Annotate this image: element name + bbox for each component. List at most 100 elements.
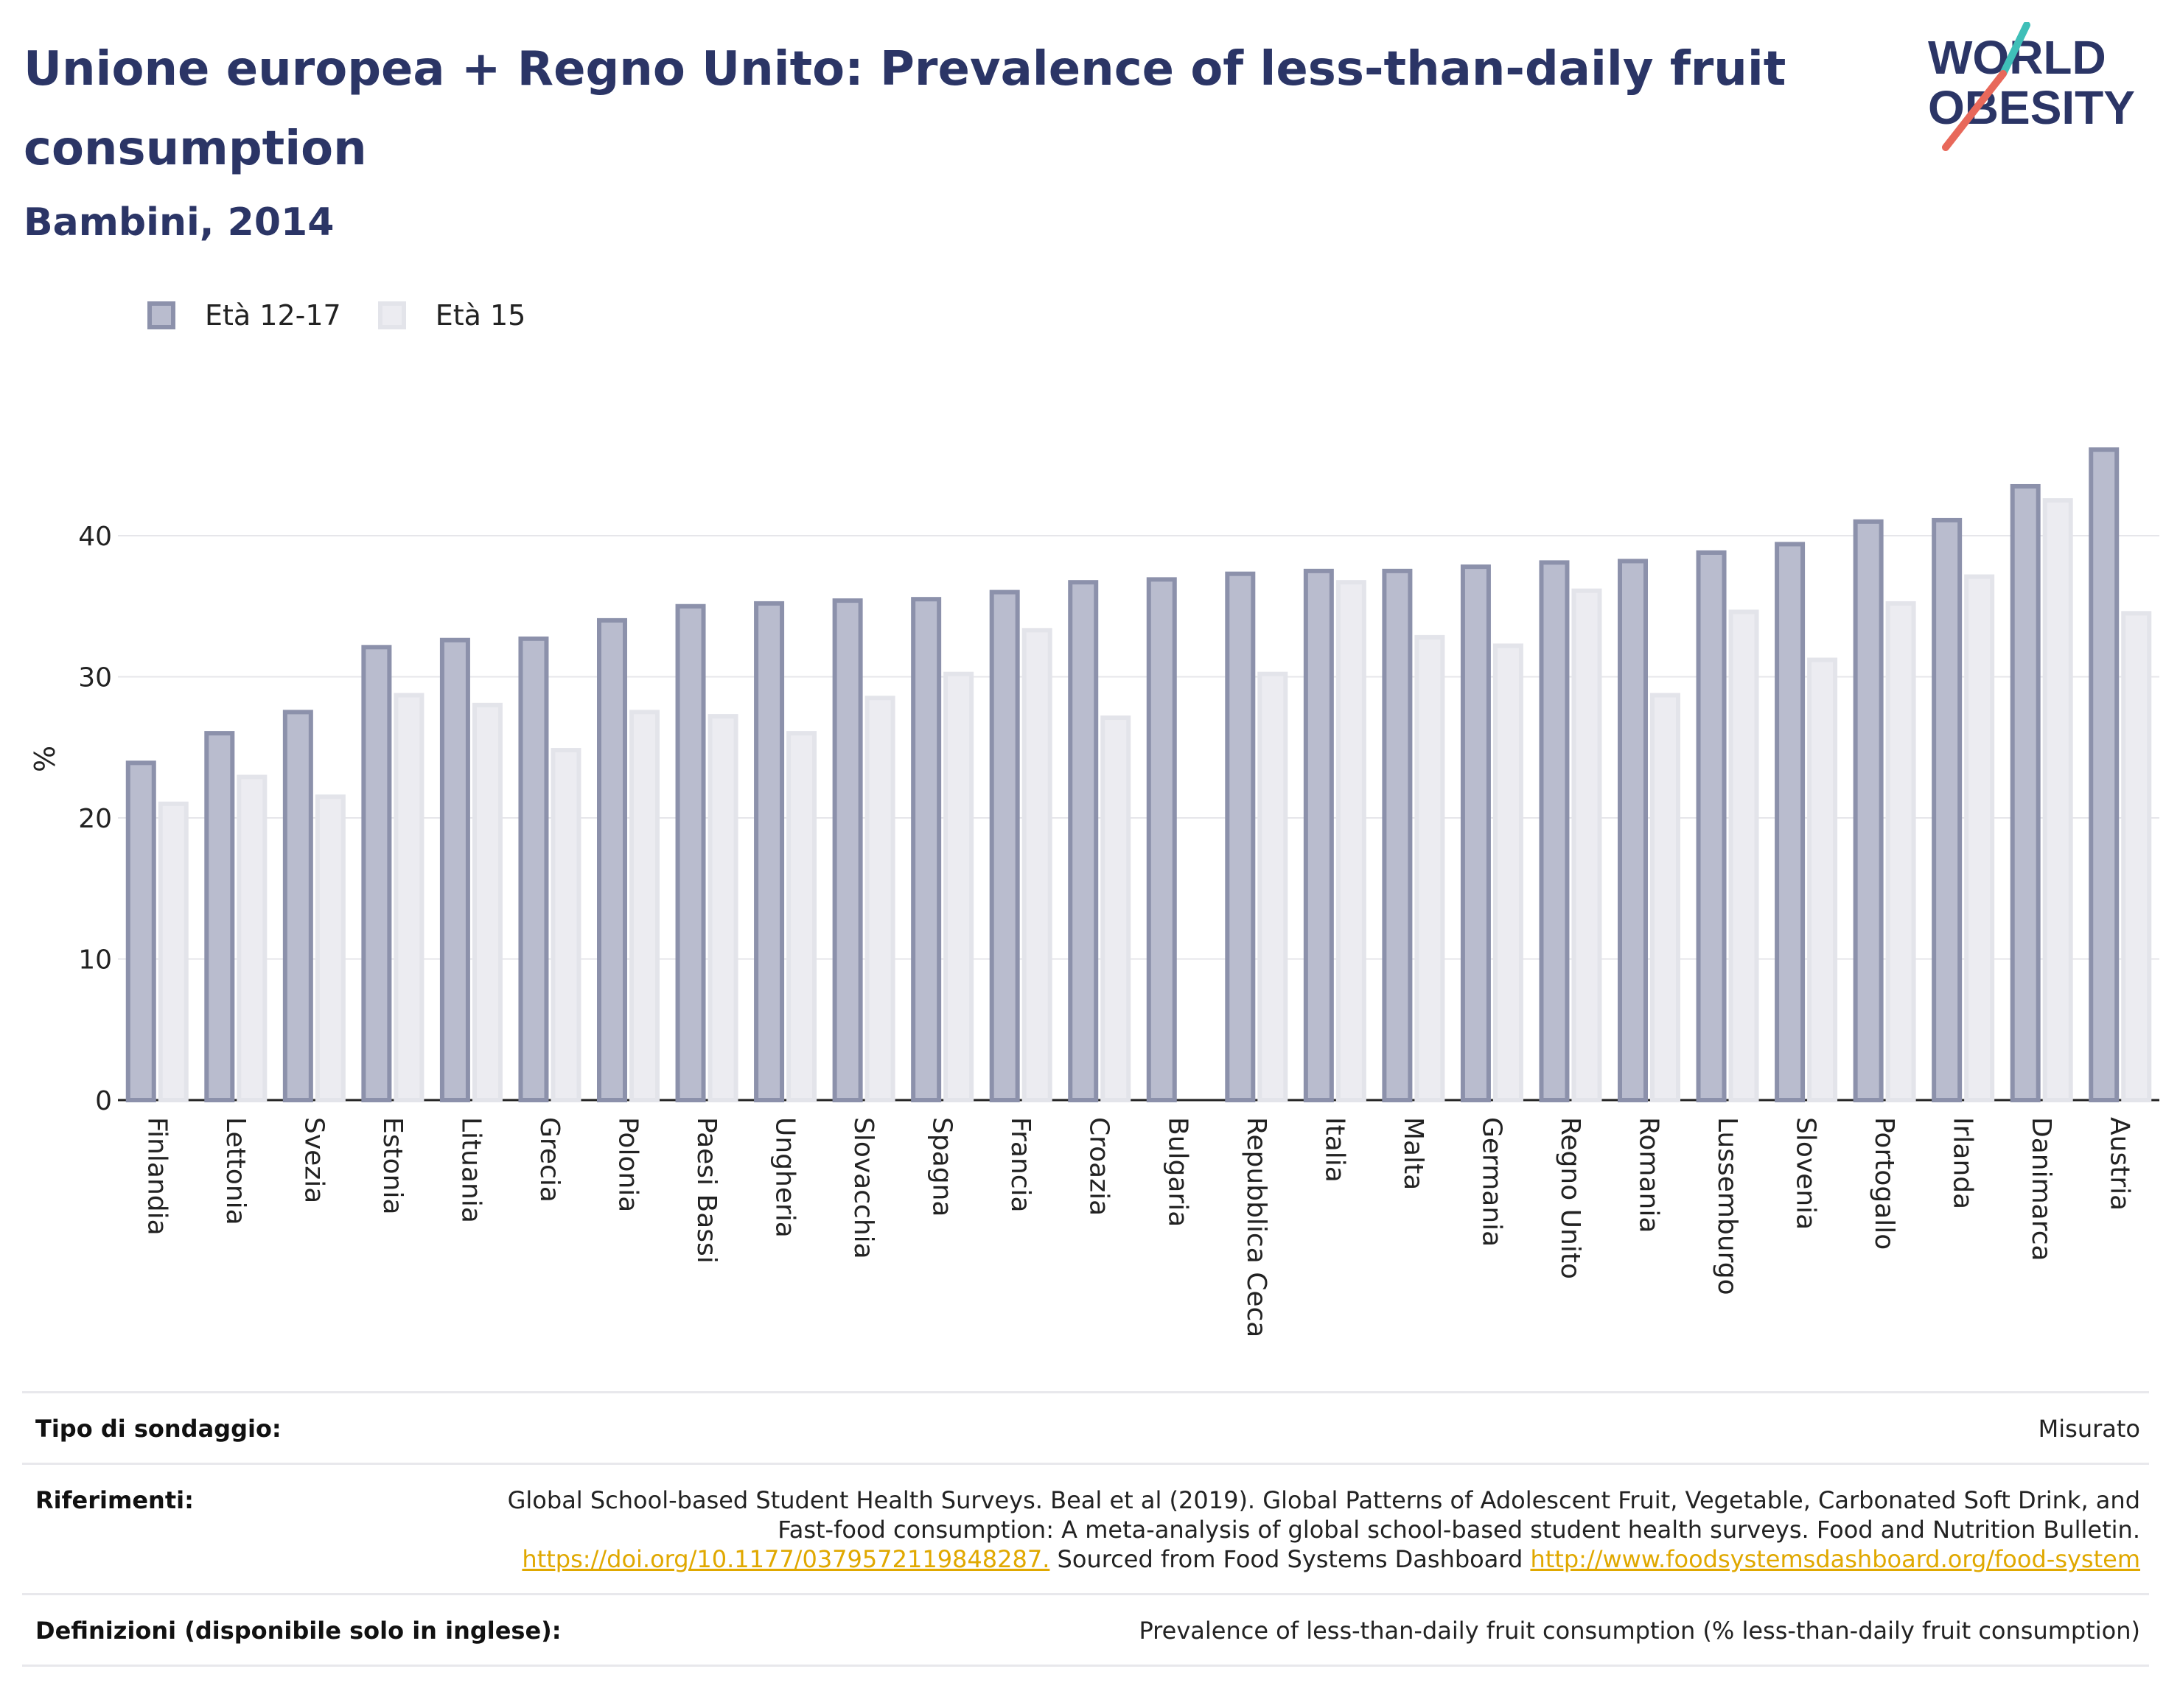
references-text: Global School-based Student Health Surve… bbox=[507, 1486, 2140, 1544]
logo-slash-red bbox=[1942, 70, 2007, 151]
bar-age-12-17[interactable] bbox=[1853, 519, 1884, 1102]
bar-age-15[interactable] bbox=[1964, 574, 1995, 1102]
y-tick-label: 10 bbox=[78, 945, 112, 976]
legend-label-age-15: Età 15 bbox=[435, 299, 526, 332]
bar-age-15[interactable] bbox=[472, 702, 503, 1102]
x-tick-label: Lituania bbox=[455, 1117, 486, 1223]
info-row-references: Riferimenti: Global School-based Student… bbox=[22, 1463, 2149, 1593]
bar-age-15[interactable] bbox=[1571, 588, 1602, 1102]
chart-title: Unione europea + Regno Unito: Prevalence… bbox=[24, 42, 1786, 176]
bar-age-15[interactable] bbox=[786, 731, 817, 1102]
bar-age-15[interactable] bbox=[237, 774, 268, 1102]
references-label: Riferimenti: bbox=[35, 1486, 194, 1514]
bar-age-12-17[interactable] bbox=[2010, 483, 2041, 1102]
bar-age-12-17[interactable] bbox=[675, 603, 706, 1102]
bar-age-12-17[interactable] bbox=[1146, 577, 1177, 1102]
bar-age-12-17[interactable] bbox=[1932, 517, 1963, 1102]
bar-age-12-17[interactable] bbox=[911, 597, 942, 1102]
bar-age-12-17[interactable] bbox=[1303, 568, 1334, 1102]
bar-age-15[interactable] bbox=[1650, 693, 1680, 1102]
bar-chart: 0 10 20 30 40 Finlandia Lettonia Svezia Estonia… bbox=[29, 447, 2159, 1337]
bar-age-15[interactable] bbox=[2042, 498, 2073, 1102]
bar-age-12-17[interactable] bbox=[439, 637, 470, 1102]
bar-age-12-17[interactable] bbox=[1460, 564, 1491, 1102]
y-tick-label: 0 bbox=[95, 1086, 112, 1116]
legend-label-age-12-17: Età 12-17 bbox=[205, 299, 341, 332]
bar-age-12-17[interactable] bbox=[989, 589, 1020, 1102]
x-tick-label: Lussemburgo bbox=[1712, 1117, 1742, 1295]
x-tick-label: Svezia bbox=[298, 1117, 329, 1203]
bar-age-12-17[interactable] bbox=[2089, 447, 2120, 1102]
bar-age-12-17[interactable] bbox=[1068, 580, 1099, 1102]
bar-age-15[interactable] bbox=[2121, 611, 2152, 1102]
survey-type-label: Tipo di sondaggio: bbox=[35, 1415, 282, 1443]
x-tick-label: Francia bbox=[1005, 1117, 1035, 1213]
bar-age-12-17[interactable] bbox=[1696, 550, 1727, 1102]
x-tick-label: Ungheria bbox=[770, 1117, 800, 1238]
bar-age-15[interactable] bbox=[158, 801, 189, 1102]
bar-age-15[interactable] bbox=[1100, 715, 1131, 1102]
bar-age-12-17[interactable] bbox=[282, 710, 313, 1102]
bar-age-12-17[interactable] bbox=[125, 760, 156, 1102]
x-tick-label: Germania bbox=[1476, 1117, 1506, 1247]
bar-age-15[interactable] bbox=[629, 710, 660, 1102]
x-tick-label: Italia bbox=[1319, 1117, 1349, 1183]
bar-age-15[interactable] bbox=[1885, 601, 1916, 1102]
legend-item-age-12-17[interactable]: Età 12-17 bbox=[147, 299, 341, 332]
logo-slash-teal bbox=[1999, 22, 2030, 77]
info-row-definitions: Definizioni (disponibile solo in inglese… bbox=[22, 1593, 2149, 1667]
doi-link[interactable]: https://doi.org/10.1177/0379572119848287… bbox=[522, 1545, 1050, 1573]
x-tick-label: Austria bbox=[2105, 1117, 2135, 1211]
bar-age-15[interactable] bbox=[1492, 643, 1523, 1102]
legend-swatch-age-15 bbox=[377, 301, 406, 329]
info-row-survey: Tipo di sondaggio: Misurato bbox=[22, 1391, 2149, 1463]
x-tick-label: Grecia bbox=[534, 1117, 565, 1203]
bar-age-12-17[interactable] bbox=[754, 601, 785, 1102]
bar-age-15[interactable] bbox=[1335, 580, 1366, 1102]
x-tick-label: Danimarca bbox=[2026, 1117, 2056, 1261]
bar-age-15[interactable] bbox=[1807, 657, 1838, 1102]
y-tick-label: 40 bbox=[78, 522, 112, 552]
bars bbox=[125, 447, 2152, 1103]
bar-age-15[interactable] bbox=[1728, 609, 1759, 1102]
bar-age-15[interactable] bbox=[394, 693, 425, 1102]
bar-age-15[interactable] bbox=[708, 714, 738, 1102]
x-tick-label: Bulgaria bbox=[1162, 1117, 1192, 1227]
definitions-value: Prevalence of less-than-daily fruit cons… bbox=[1139, 1617, 2140, 1645]
bar-age-15[interactable] bbox=[315, 794, 346, 1103]
food-systems-link[interactable]: http://www.foodsystemsdashboard.org/food… bbox=[1530, 1545, 2140, 1573]
survey-type-value: Misurato bbox=[2038, 1415, 2140, 1443]
x-tick-label: Malta bbox=[1398, 1117, 1428, 1190]
bar-age-15[interactable] bbox=[943, 671, 974, 1102]
bar-age-12-17[interactable] bbox=[597, 617, 627, 1102]
bar-age-12-17[interactable] bbox=[832, 598, 863, 1102]
definitions-label: Definizioni (disponibile solo in inglese… bbox=[35, 1617, 562, 1645]
x-tick-label: Slovenia bbox=[1791, 1117, 1821, 1230]
bar-age-15[interactable] bbox=[551, 748, 581, 1103]
bar-age-15[interactable] bbox=[1021, 628, 1052, 1102]
gridlines bbox=[118, 535, 2159, 1102]
legend-item-age-15[interactable]: Età 15 bbox=[377, 299, 526, 332]
bar-age-12-17[interactable] bbox=[1225, 571, 1256, 1102]
bar-age-12-17[interactable] bbox=[361, 645, 392, 1102]
bar-age-12-17[interactable] bbox=[204, 731, 235, 1102]
bar-age-15[interactable] bbox=[1257, 671, 1288, 1102]
x-tick-label: Romania bbox=[1634, 1117, 1664, 1233]
bar-age-15[interactable] bbox=[1414, 634, 1445, 1102]
world-obesity-logo: WORLD OBESITY bbox=[1928, 22, 2135, 151]
bar-age-12-17[interactable] bbox=[518, 636, 549, 1102]
bar-age-12-17[interactable] bbox=[1618, 559, 1648, 1102]
bar-age-12-17[interactable] bbox=[1539, 560, 1570, 1102]
chart-subtitle: Bambini, 2014 bbox=[24, 200, 335, 245]
bar-age-12-17[interactable] bbox=[1775, 542, 1806, 1102]
bar-age-15[interactable] bbox=[864, 696, 895, 1102]
y-axis-label: % bbox=[29, 746, 61, 772]
chart-legend: Età 12-17 Età 15 bbox=[147, 293, 562, 337]
x-tick-label: Portogallo bbox=[1869, 1117, 1899, 1250]
x-tick-label: Spagna bbox=[927, 1117, 957, 1217]
x-tick-label: Irlanda bbox=[1948, 1117, 1978, 1209]
bar-age-12-17[interactable] bbox=[1382, 568, 1413, 1102]
x-tick-label: Croazia bbox=[1084, 1117, 1114, 1216]
references-source-text: Sourced from Food Systems Dashboard bbox=[1057, 1545, 1523, 1573]
info-table: Tipo di sondaggio: Misurato Riferimenti:… bbox=[22, 1391, 2149, 1667]
